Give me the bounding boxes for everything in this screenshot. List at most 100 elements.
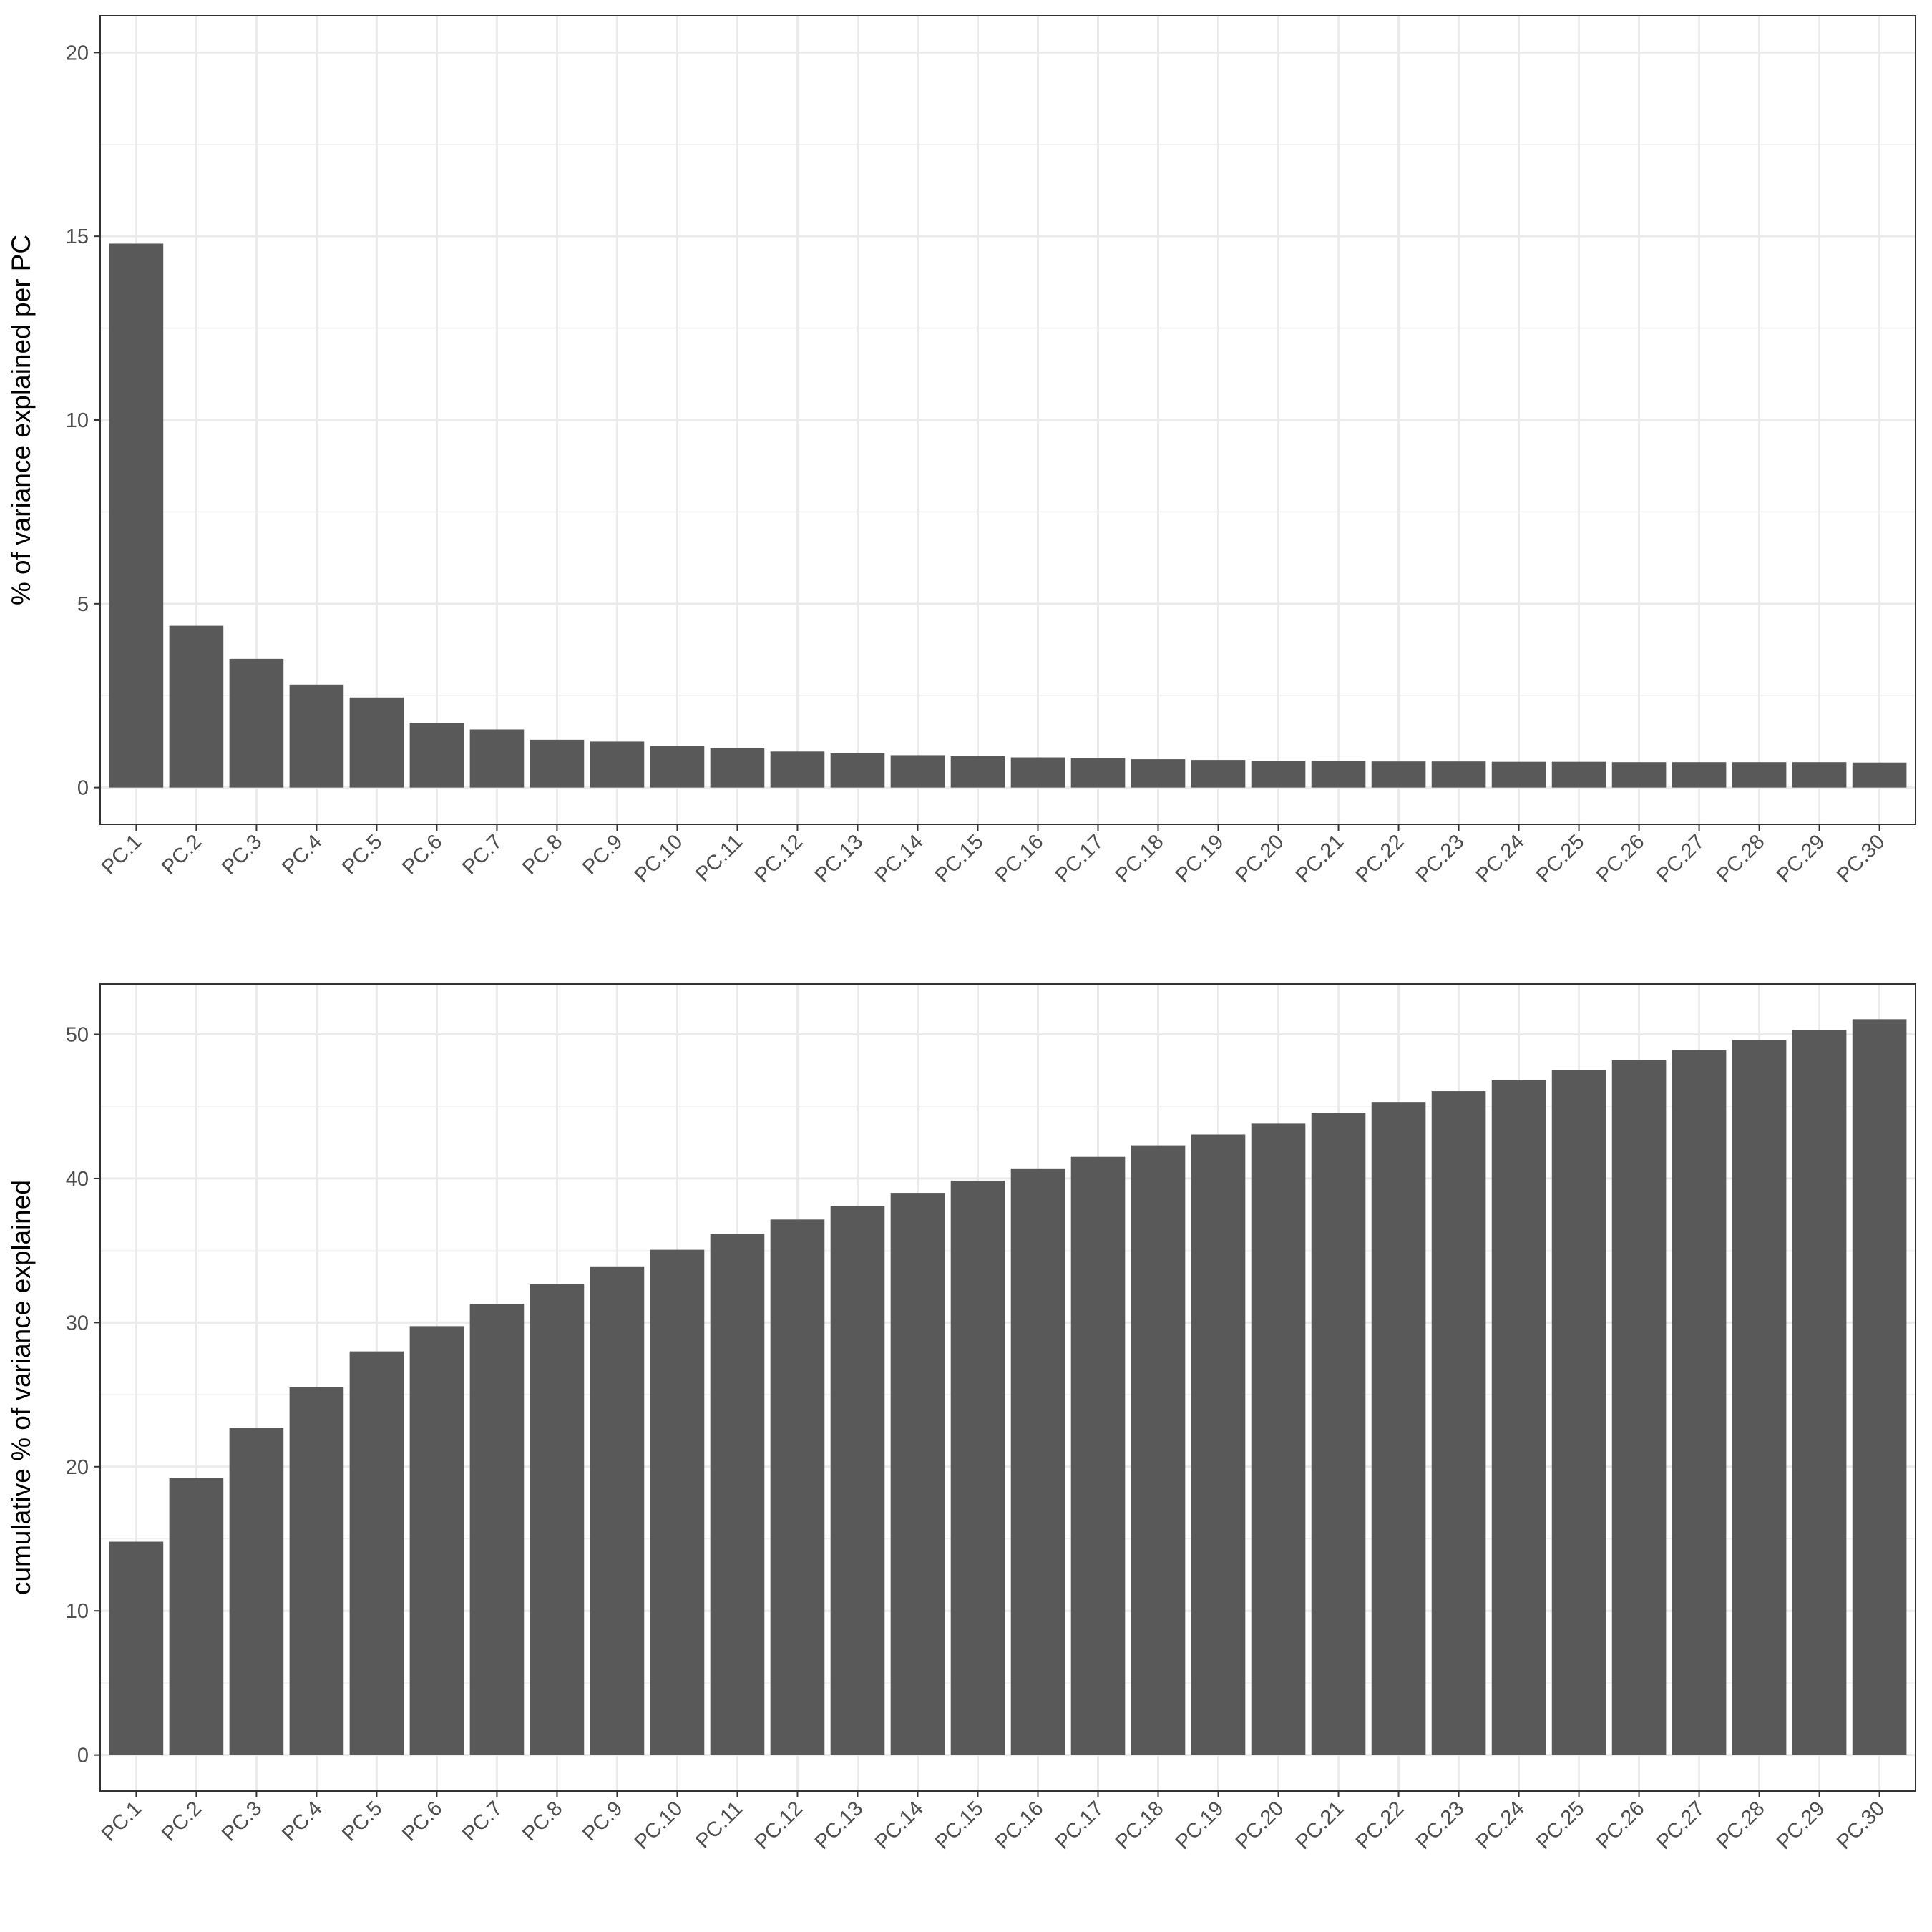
bar-PC.6 — [409, 1326, 464, 1755]
x-tick-label: PC.17 — [1051, 830, 1108, 887]
x-tick-label: PC.24 — [1472, 1797, 1529, 1854]
bar-PC.13 — [830, 1206, 885, 1755]
bar-PC.23 — [1431, 761, 1486, 788]
x-tick-label: PC.29 — [1772, 1797, 1830, 1854]
bar-PC.2 — [169, 1478, 224, 1755]
bar-PC.3 — [229, 1428, 284, 1755]
x-tick-label: PC.6 — [398, 830, 447, 879]
bar-PC.13 — [830, 753, 885, 788]
bar-PC.16 — [1010, 1168, 1065, 1755]
bar-PC.21 — [1311, 1113, 1366, 1755]
x-tick-label: PC.3 — [218, 830, 266, 879]
bar-PC.28 — [1732, 1040, 1787, 1755]
x-tick-label: PC.17 — [1051, 1797, 1108, 1854]
y-tick-label: 10 — [66, 1600, 89, 1623]
bar-PC.8 — [530, 739, 585, 788]
x-tick-label: PC.22 — [1352, 1797, 1409, 1854]
bar-PC.2 — [169, 625, 224, 788]
x-tick-label: PC.29 — [1772, 830, 1830, 887]
x-tick-label: PC.10 — [630, 830, 688, 887]
bar-PC.25 — [1551, 761, 1606, 788]
x-tick-label: PC.25 — [1532, 1797, 1589, 1854]
x-tick-label: PC.30 — [1833, 830, 1890, 887]
x-tick-label: PC.21 — [1292, 1797, 1349, 1854]
x-tick-label: PC.19 — [1171, 830, 1229, 887]
y-tick-label: 50 — [66, 1024, 89, 1047]
y-tick-label: 10 — [66, 409, 89, 432]
x-tick-label: PC.7 — [458, 830, 507, 879]
x-tick-label: PC.4 — [278, 1797, 326, 1845]
x-tick-label: PC.5 — [338, 830, 386, 879]
x-tick-label: PC.23 — [1412, 1797, 1469, 1854]
x-tick-label: PC.3 — [218, 1797, 266, 1845]
bar-PC.30 — [1852, 1019, 1907, 1755]
y-tick-label: 0 — [77, 777, 89, 800]
bar-PC.22 — [1371, 1102, 1426, 1755]
x-tick-label: PC.27 — [1652, 830, 1709, 887]
bar-PC.6 — [409, 723, 464, 788]
bar-PC.20 — [1251, 761, 1306, 788]
x-tick-label: PC.10 — [630, 1797, 688, 1854]
bar-PC.5 — [349, 1351, 404, 1755]
x-tick-label: PC.28 — [1712, 830, 1770, 887]
variance-per-pc-panel: 0 5 10 15 20 PC.1 PC.2 PC.3 PC.4 PC.5 PC.6 PC.7 PC.8… — [6, 15, 1916, 887]
bar-PC.20 — [1251, 1123, 1306, 1755]
bar-PC.1 — [109, 243, 164, 788]
bar-PC.23 — [1431, 1091, 1486, 1755]
bar-PC.27 — [1672, 762, 1727, 788]
bar-PC.7 — [469, 1304, 525, 1755]
bar-PC.10 — [650, 1249, 705, 1755]
y-axis-title: % of variance explained per PC — [6, 235, 36, 605]
x-tick-label: PC.11 — [691, 830, 747, 886]
x-tick-label: PC.9 — [578, 1797, 627, 1845]
x-tick-label: PC.13 — [811, 1797, 868, 1854]
bar-PC.5 — [349, 697, 404, 788]
bar-PC.29 — [1792, 762, 1847, 788]
bar-PC.19 — [1191, 1134, 1246, 1755]
x-tick-label: PC.20 — [1231, 1797, 1289, 1854]
bar-PC.9 — [590, 1266, 645, 1755]
panel-border — [99, 983, 1916, 1792]
y-tick-label: 40 — [66, 1168, 89, 1191]
bar-PC.9 — [590, 741, 645, 788]
bar-PC.3 — [229, 658, 284, 788]
x-tick-label: PC.16 — [991, 830, 1048, 887]
y-tick-label: 20 — [66, 1456, 89, 1479]
x-tick-label: PC.12 — [751, 830, 808, 887]
bar-PC.15 — [950, 1180, 1005, 1755]
y-axis-title: cumulative % of variance explained — [6, 1180, 36, 1595]
x-tick-label: PC.26 — [1592, 1797, 1649, 1854]
y-tick-label: 5 — [77, 593, 89, 616]
x-tick-label: PC.20 — [1231, 830, 1289, 887]
x-tick-label: PC.13 — [811, 830, 868, 887]
bar-PC.10 — [650, 746, 705, 788]
x-tick-label: PC.19 — [1171, 1797, 1229, 1854]
x-tick-label: PC.12 — [751, 1797, 808, 1854]
x-tick-label: PC.14 — [871, 1797, 928, 1854]
y-tick-label: 0 — [77, 1745, 89, 1767]
x-tick-label: PC.11 — [691, 1797, 747, 1853]
bar-PC.11 — [710, 1234, 765, 1755]
bar-PC.29 — [1792, 1030, 1847, 1755]
y-tick-label: 20 — [66, 42, 89, 64]
x-tick-label: PC.1 — [97, 1797, 146, 1845]
bar-PC.24 — [1491, 761, 1546, 788]
y-tick-label: 15 — [66, 225, 89, 248]
x-tick-label: PC.25 — [1532, 830, 1589, 887]
x-tick-label: PC.18 — [1111, 830, 1169, 887]
x-tick-label: PC.8 — [518, 830, 567, 879]
x-tick-label: PC.7 — [458, 1797, 507, 1845]
bar-PC.30 — [1852, 762, 1907, 788]
y-tick-label: 30 — [66, 1312, 89, 1335]
bar-PC.18 — [1131, 1145, 1186, 1755]
x-tick-label: PC.26 — [1592, 830, 1649, 887]
x-tick-label: PC.9 — [578, 830, 627, 879]
bar-PC.16 — [1010, 757, 1065, 788]
bar-PC.11 — [710, 748, 765, 788]
x-tick-label: PC.4 — [278, 830, 326, 879]
x-tick-label: PC.14 — [871, 830, 928, 887]
bar-PC.1 — [109, 1541, 164, 1755]
bar-PC.24 — [1491, 1080, 1546, 1755]
